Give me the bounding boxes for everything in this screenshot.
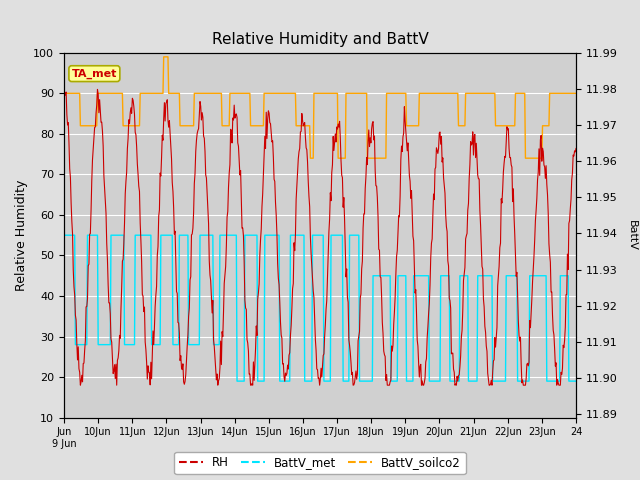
Title: Relative Humidity and BattV: Relative Humidity and BattV [212, 33, 428, 48]
Y-axis label: BattV: BattV [627, 220, 637, 251]
Legend: RH, BattV_met, BattV_soilco2: RH, BattV_met, BattV_soilco2 [175, 452, 465, 474]
Y-axis label: Relative Humidity: Relative Humidity [15, 180, 28, 291]
Text: TA_met: TA_met [72, 69, 117, 79]
X-axis label: Time: Time [305, 455, 335, 468]
